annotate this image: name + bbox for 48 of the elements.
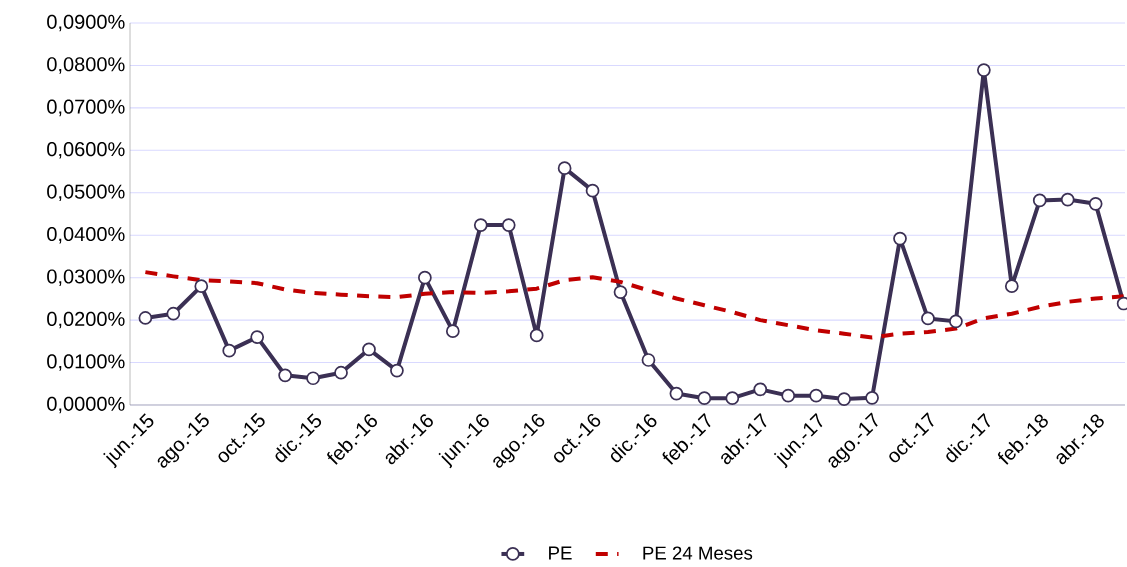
point [837,392,851,406]
y-tick-label: 0,0300% [47,269,125,286]
y-tick-label: 0,0400% [47,226,125,244]
point [278,368,292,383]
legend-label: PE 24 Meses [643,546,753,560]
point [138,311,153,325]
point [669,386,684,401]
point [166,306,181,321]
point [753,382,768,397]
point [334,365,348,380]
point [557,161,572,176]
y-tick-label: 0,0000% [47,396,125,414]
y-tick-label: 0,0100% [47,354,125,371]
point [641,353,656,367]
point [1004,279,1019,294]
point [501,218,516,232]
point [697,391,712,406]
point [725,391,740,406]
point [893,231,907,246]
y-tick-label: 0,0200% [47,311,125,329]
point [250,330,265,344]
point [1060,192,1075,207]
point [222,343,237,358]
point [529,328,544,343]
y-tick-label: 0,0600% [47,142,125,159]
point [445,324,460,339]
point [809,388,824,403]
point [865,390,879,405]
y-tick-label: 0,0700% [47,99,125,117]
point [362,342,376,357]
point [418,270,432,285]
point [473,218,488,232]
y-tick-label: 0,0800% [47,57,125,74]
point [585,183,600,198]
point [306,371,320,386]
legend-label: PE [549,546,572,560]
point [949,314,963,329]
point [1032,193,1047,208]
y-tick-label: 0,0500% [47,184,125,202]
point [1088,196,1103,211]
point [613,285,628,299]
point [194,279,209,294]
point [781,388,796,403]
y-tick-label: 0,0900% [47,14,125,32]
point [390,363,404,378]
point [976,63,991,77]
point [921,311,935,326]
line-series [143,270,1125,340]
